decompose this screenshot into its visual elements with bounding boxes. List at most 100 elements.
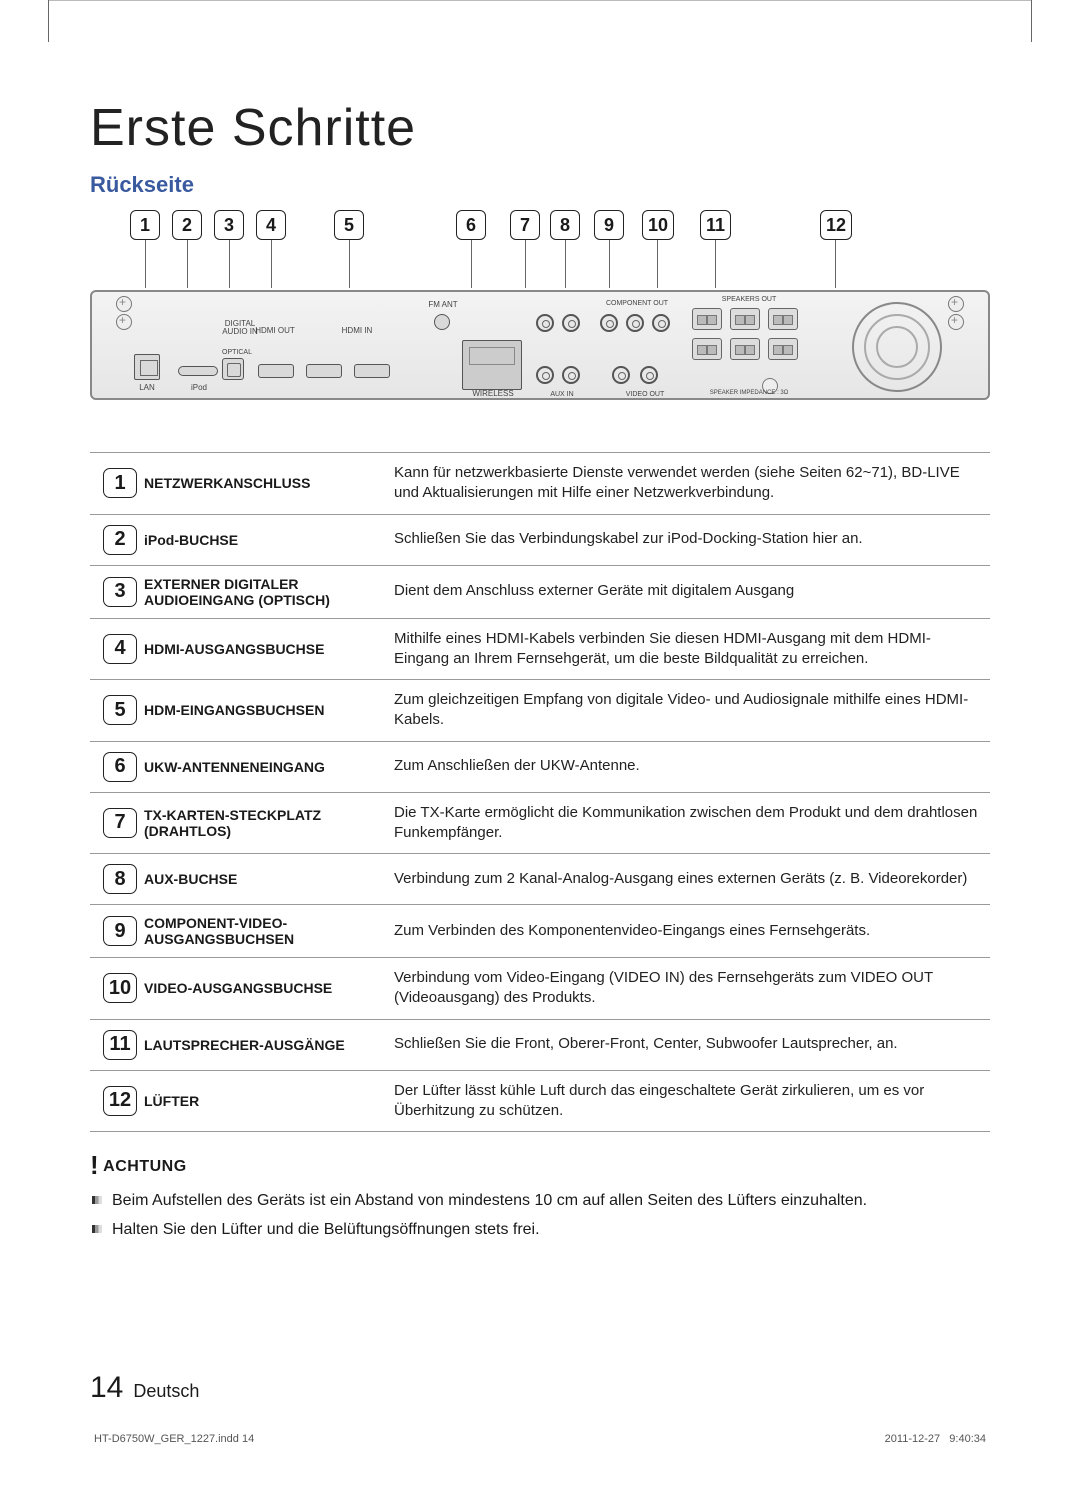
- description-table: 1NETZWERKANSCHLUSSKann für netzwerkbasie…: [90, 452, 990, 1132]
- table-row: 3EXTERNER DIGITALER AUDIOEINGANG (OPTISC…: [90, 566, 990, 619]
- row-label: UKW-ANTENNENEINGANG: [144, 759, 394, 775]
- row-label: iPod-BUCHSE: [144, 532, 394, 548]
- optical-port-icon: [222, 358, 244, 380]
- row-description: Mithilfe eines HDMI-Kabels verbinden Sie…: [394, 629, 984, 670]
- row-label: VIDEO-AUSGANGSBUCHSE: [144, 980, 394, 996]
- row-index: 10: [96, 973, 144, 1003]
- caution-list: Beim Aufstellen des Geräts ist ein Absta…: [90, 1189, 990, 1241]
- port-label: WIRELESS: [468, 389, 518, 398]
- row-label: EXTERNER DIGITALER AUDIOEINGANG (OPTISCH…: [144, 576, 394, 608]
- callout-leader-line: [835, 240, 836, 288]
- callout-number: 8: [550, 210, 580, 240]
- table-row: 4HDMI-AUSGANGSBUCHSEMithilfe eines HDMI-…: [90, 619, 990, 681]
- table-row: 2iPod-BUCHSESchließen Sie das Verbindung…: [90, 515, 990, 566]
- rca-jack-icon: [562, 314, 580, 332]
- row-index: 6: [96, 752, 144, 782]
- section-title: Rückseite: [90, 172, 990, 198]
- row-index: 8: [96, 864, 144, 894]
- page-footer: 14 Deutsch: [90, 1371, 990, 1405]
- port-label: LAN: [122, 383, 172, 392]
- crop-mark: [48, 0, 66, 42]
- row-label: NETZWERKANSCHLUSS: [144, 475, 394, 491]
- row-label: AUX-BUCHSE: [144, 871, 394, 887]
- callout-number: 4: [256, 210, 286, 240]
- row-label: TX-KARTEN-STECKPLATZ (DRAHTLOS): [144, 807, 394, 839]
- callout-number: 11: [700, 210, 731, 240]
- port-label: AUX IN: [532, 391, 592, 398]
- callout-number: 6: [456, 210, 486, 240]
- exclamation-icon: !: [90, 1150, 99, 1180]
- ipod-port-icon: [178, 366, 218, 376]
- callout-leader-line: [271, 240, 272, 288]
- table-row: 7TX-KARTEN-STECKPLATZ (DRAHTLOS)Die TX-K…: [90, 793, 990, 855]
- callout-number: 7: [510, 210, 540, 240]
- rca-jack-icon: [562, 366, 580, 384]
- callout-leader-line: [565, 240, 566, 288]
- hdmi-port-icon: [306, 364, 342, 378]
- screw-icon: [948, 296, 964, 312]
- callout-number: 12: [820, 210, 852, 240]
- caution-block: !ACHTUNG Beim Aufstellen des Geräts ist …: [90, 1150, 990, 1241]
- rca-jack-icon: [652, 314, 670, 332]
- fan-icon: [852, 302, 942, 392]
- caution-item: Beim Aufstellen des Geräts ist ein Absta…: [90, 1189, 990, 1212]
- port-label: iPod: [174, 383, 224, 392]
- callout-leader-line: [471, 240, 472, 288]
- callout-leader-line: [187, 240, 188, 288]
- table-row: 11LAUTSPRECHER-AUSGÄNGESchließen Sie die…: [90, 1020, 990, 1071]
- table-row: 8AUX-BUCHSEVerbindung zum 2 Kanal-Analog…: [90, 854, 990, 905]
- callout-number: 1: [130, 210, 160, 240]
- rca-jack-icon: [600, 314, 618, 332]
- port-label: COMPONENT OUT: [592, 300, 682, 307]
- rca-jack-icon: [640, 366, 658, 384]
- callout-leader-line: [657, 240, 658, 288]
- rca-jack-icon: [536, 314, 554, 332]
- table-row: 5HDM-EINGANGSBUCHSENZum gleichzeitigen E…: [90, 680, 990, 742]
- callout-number: 10: [642, 210, 674, 240]
- row-description: Schließen Sie die Front, Oberer-Front, C…: [394, 1034, 984, 1054]
- callout-leader-line: [229, 240, 230, 288]
- hdmi-port-icon: [354, 364, 390, 378]
- screw-icon: [116, 314, 132, 330]
- callout-row: 123456789101112: [90, 210, 990, 250]
- row-index: 4: [96, 634, 144, 664]
- callout-leader-line: [609, 240, 610, 288]
- table-row: 9COMPONENT-VIDEO-AUSGANGSBUCHSENZum Verb…: [90, 905, 990, 958]
- port-label: HDMI OUT: [250, 326, 300, 335]
- row-description: Der Lüfter lässt kühle Luft durch das ei…: [394, 1081, 984, 1122]
- screw-icon: [116, 296, 132, 312]
- manual-page: Erste Schritte Rückseite 123456789101112…: [0, 0, 1080, 1485]
- callout-leader-line: [349, 240, 350, 288]
- rca-jack-icon: [536, 366, 554, 384]
- callout-number: 9: [594, 210, 624, 240]
- row-index: 1: [96, 468, 144, 498]
- port-label: FM ANT: [418, 300, 468, 309]
- callout-number: 2: [172, 210, 202, 240]
- table-row: 12LÜFTERDer Lüfter lässt kühle Luft durc…: [90, 1071, 990, 1133]
- callout-leader-line: [145, 240, 146, 288]
- row-index: 2: [96, 525, 144, 555]
- page-number: 14: [90, 1371, 123, 1405]
- row-index: 9: [96, 916, 144, 946]
- port-label: HDMI IN: [322, 326, 392, 335]
- meta-datetime: 2011-12-27 9:40:34: [885, 1433, 986, 1445]
- caution-heading: !ACHTUNG: [90, 1150, 990, 1181]
- screw-icon: [948, 314, 964, 330]
- port-label: VIDEO OUT: [620, 391, 670, 398]
- row-label: HDM-EINGANGSBUCHSEN: [144, 702, 394, 718]
- row-description: Zum gleichzeitigen Empfang von digitale …: [394, 690, 984, 731]
- row-index: 12: [96, 1086, 144, 1116]
- crop-mark: [1014, 0, 1032, 42]
- row-label: COMPONENT-VIDEO-AUSGANGSBUCHSEN: [144, 915, 394, 947]
- row-index: 11: [96, 1030, 144, 1060]
- row-description: Kann für netzwerkbasierte Dienste verwen…: [394, 463, 984, 504]
- hdmi-port-icon: [258, 364, 294, 378]
- table-row: 1NETZWERKANSCHLUSSKann für netzwerkbasie…: [90, 453, 990, 515]
- crop-mark: [48, 0, 1032, 1]
- wireless-slot-icon: [462, 340, 522, 390]
- port-label: SPEAKER IMPEDANCE : 3Ω: [694, 390, 804, 396]
- row-index: 3: [96, 577, 144, 607]
- fm-port-icon: [434, 314, 450, 330]
- rca-jack-icon: [626, 314, 644, 332]
- row-description: Zum Verbinden des Komponentenvideo-Einga…: [394, 921, 984, 941]
